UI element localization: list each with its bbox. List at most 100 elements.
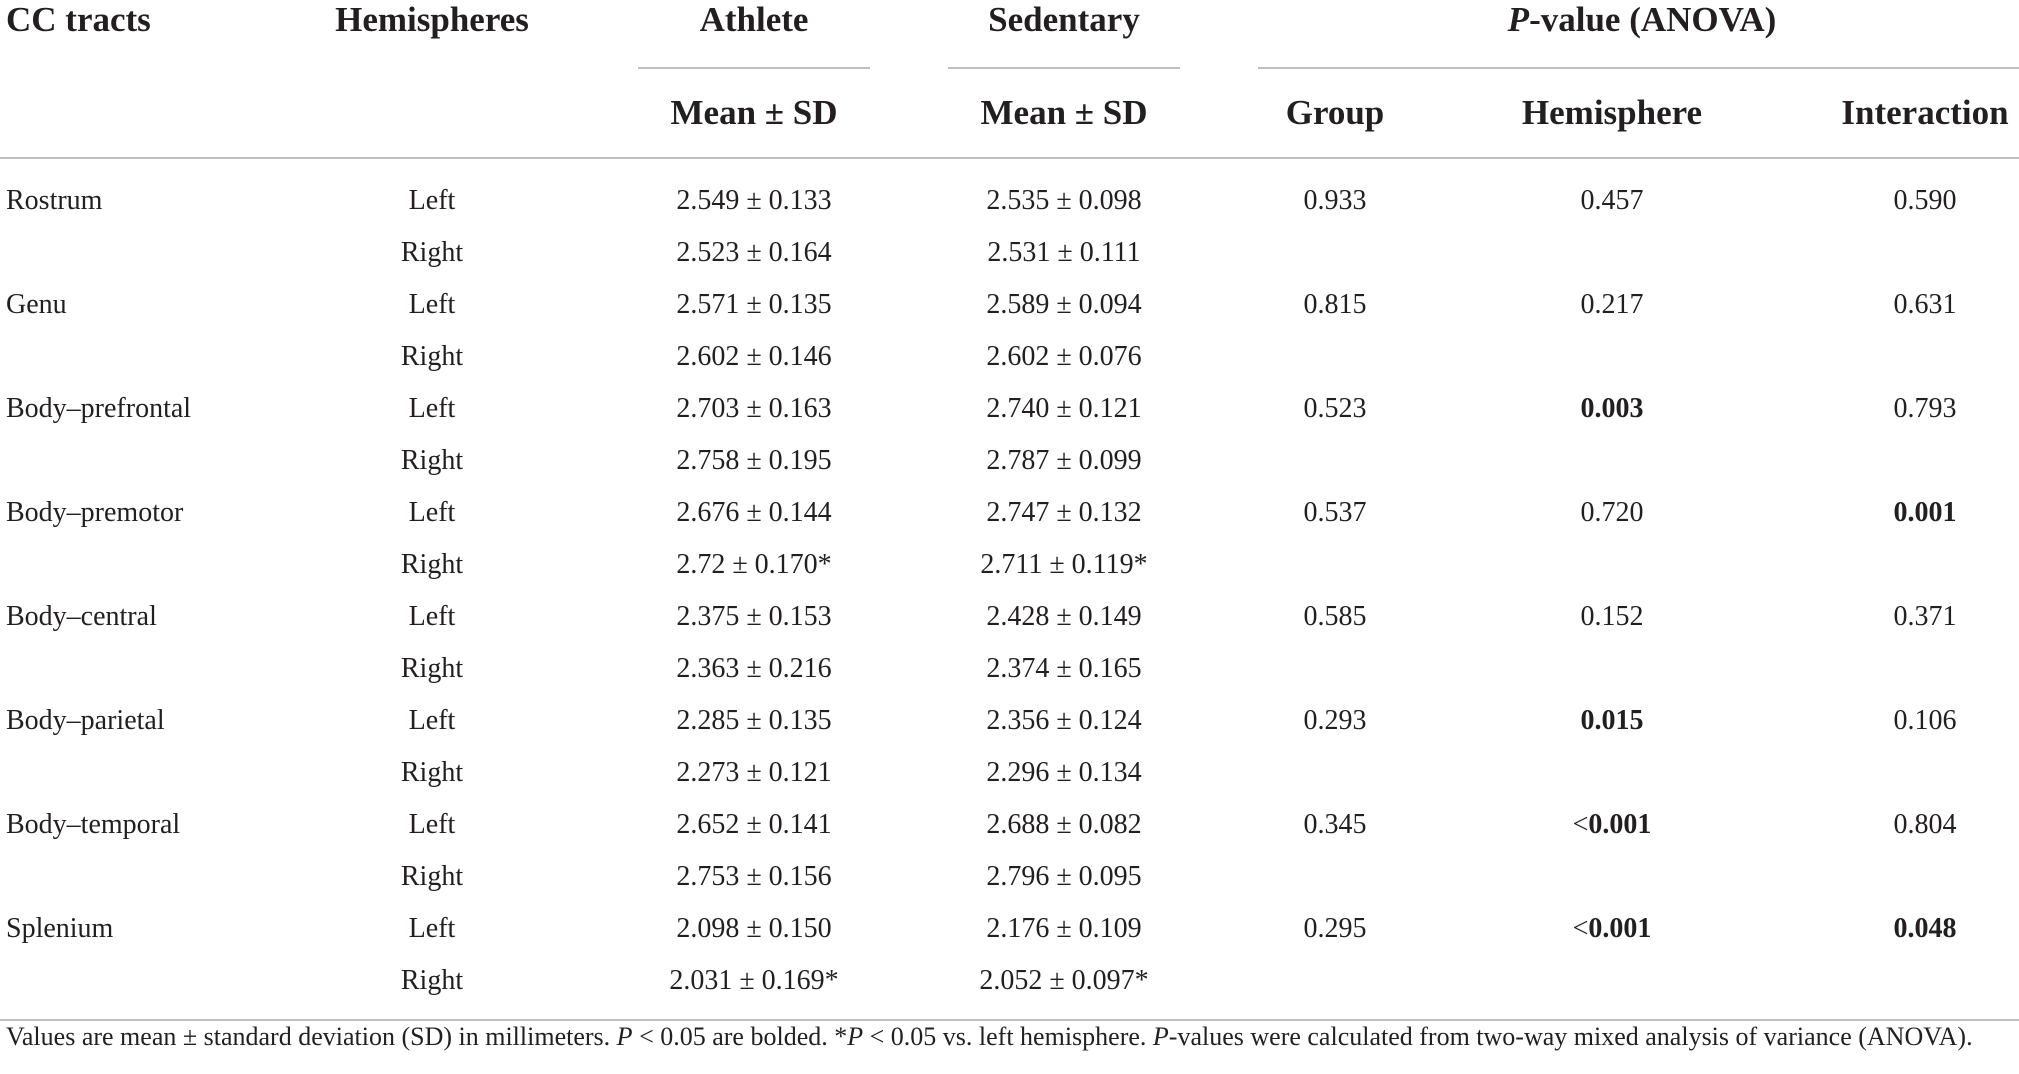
footnote-p-italic: P: [616, 1022, 633, 1051]
cell-p-group: 0.345: [1303, 809, 1367, 840]
cell-cc-tract: Genu: [6, 289, 67, 320]
header-athlete: Athlete: [699, 0, 809, 39]
footnote-part: -values were calculated from two-way mix…: [1168, 1022, 1973, 1051]
cell-p-hemisphere: 0.015: [1580, 705, 1644, 736]
header-athlete-mean-sd: Mean ± SD: [670, 93, 838, 132]
cell-athlete-mean-sd: 2.098 ± 0.150: [676, 913, 832, 944]
cell-hemisphere-side: Right: [400, 549, 464, 580]
cell-sedentary-mean-sd: 2.052 ± 0.097*: [979, 965, 1149, 996]
cell-p-group: 0.585: [1303, 601, 1367, 632]
header-hemisphere: Hemisphere: [1521, 93, 1703, 132]
header-bottom-rule: [0, 157, 2019, 159]
cell-hemisphere-side: Left: [408, 185, 456, 216]
cell-cc-tract: Body–premotor: [6, 497, 184, 528]
cell-sedentary-mean-sd: 2.602 ± 0.076: [986, 341, 1142, 372]
sedentary-group-rule: [948, 67, 1180, 69]
cell-hemisphere-side: Left: [408, 497, 456, 528]
cell-p-interaction: 0.793: [1893, 393, 1957, 424]
cell-hemisphere-side: Right: [400, 757, 464, 788]
cell-sedentary-mean-sd: 2.787 ± 0.099: [986, 445, 1142, 476]
cell-p-interaction: 0.001: [1893, 497, 1957, 528]
cell-sedentary-mean-sd: 2.176 ± 0.109: [986, 913, 1142, 944]
cell-athlete-mean-sd: 2.676 ± 0.144: [676, 497, 832, 528]
header-sedentary: Sedentary: [988, 0, 1140, 39]
cell-cc-tract: Body–prefrontal: [6, 393, 192, 424]
header-sedentary-mean-sd: Mean ± SD: [980, 93, 1148, 132]
cell-athlete-mean-sd: 2.652 ± 0.141: [676, 809, 832, 840]
cell-p-hemisphere: 0.720: [1580, 497, 1644, 528]
header-cc-tracts: CC tracts: [6, 0, 151, 39]
cell-athlete-mean-sd: 2.375 ± 0.153: [676, 601, 832, 632]
cell-sedentary-mean-sd: 2.535 ± 0.098: [986, 185, 1142, 216]
cell-p-group: 0.523: [1303, 393, 1367, 424]
cell-hemisphere-side: Right: [400, 341, 464, 372]
cell-athlete-mean-sd: 2.602 ± 0.146: [676, 341, 832, 372]
header-pvalue-anova: P-value (ANOVA): [1508, 0, 1777, 40]
table-bottom-rule: [0, 1019, 2019, 1021]
cell-hemisphere-side: Right: [400, 965, 464, 996]
cell-athlete-mean-sd: 2.753 ± 0.156: [676, 861, 832, 892]
cell-sedentary-mean-sd: 2.296 ± 0.134: [986, 757, 1142, 788]
cell-athlete-mean-sd: 2.72 ± 0.170*: [676, 549, 832, 580]
cell-p-hemisphere: 0.457: [1580, 185, 1644, 216]
cell-sedentary-mean-sd: 2.589 ± 0.094: [986, 289, 1142, 320]
footnote-p-italic: P: [847, 1022, 864, 1051]
cell-p-interaction: 0.804: [1893, 809, 1957, 840]
cell-hemisphere-side: Left: [408, 705, 456, 736]
cell-p-hemisphere: 0.003: [1580, 393, 1644, 424]
cell-sedentary-mean-sd: 2.356 ± 0.124: [986, 705, 1142, 736]
table-footnote: Values are mean ± standard deviation (SD…: [6, 1022, 1973, 1052]
cell-p-interaction: 0.048: [1893, 913, 1957, 944]
cell-athlete-mean-sd: 2.549 ± 0.133: [676, 185, 832, 216]
athlete-group-rule: [638, 67, 870, 69]
cell-p-interaction: 0.631: [1893, 289, 1957, 320]
cell-sedentary-mean-sd: 2.428 ± 0.149: [986, 601, 1142, 632]
cell-p-hemisphere: 0.217: [1580, 289, 1644, 320]
cell-p-group: 0.295: [1303, 913, 1367, 944]
cell-athlete-mean-sd: 2.571 ± 0.135: [676, 289, 832, 320]
header-pvalue-rest: -value (ANOVA): [1529, 0, 1777, 39]
cell-athlete-mean-sd: 2.273 ± 0.121: [676, 757, 832, 788]
cell-cc-tract: Rostrum: [6, 185, 103, 216]
header-pvalue-p: P: [1507, 0, 1530, 39]
pvalue-group-rule: [1258, 67, 2019, 69]
cell-sedentary-mean-sd: 2.711 ± 0.119*: [980, 549, 1148, 580]
cell-cc-tract: Body–parietal: [6, 705, 165, 736]
cell-p-group: 0.933: [1303, 185, 1367, 216]
cell-athlete-mean-sd: 2.285 ± 0.135: [676, 705, 832, 736]
cell-p-group: 0.815: [1303, 289, 1367, 320]
cell-hemisphere-side: Left: [408, 809, 456, 840]
cell-hemisphere-side: Left: [408, 393, 456, 424]
cell-p-group: 0.537: [1303, 497, 1367, 528]
cell-athlete-mean-sd: 2.363 ± 0.216: [676, 653, 832, 684]
cell-hemisphere-side: Right: [400, 861, 464, 892]
cell-p-hemisphere: <0.001: [1572, 913, 1652, 944]
cell-hemisphere-side: Left: [408, 913, 456, 944]
cell-hemisphere-side: Right: [400, 237, 464, 268]
cell-sedentary-mean-sd: 2.740 ± 0.121: [986, 393, 1142, 424]
cell-sedentary-mean-sd: 2.531 ± 0.111: [987, 237, 1141, 268]
footnote-p-italic: P: [1152, 1022, 1169, 1051]
cell-hemisphere-side: Right: [400, 653, 464, 684]
cell-cc-tract: Body–central: [6, 601, 157, 632]
cell-p-hemisphere: <0.001: [1572, 809, 1652, 840]
cell-p-interaction: 0.371: [1893, 601, 1957, 632]
cell-sedentary-mean-sd: 2.688 ± 0.082: [986, 809, 1142, 840]
footnote-part: Values are mean ± standard deviation (SD…: [6, 1022, 617, 1051]
header-hemispheres: Hemispheres: [335, 0, 529, 39]
cell-athlete-mean-sd: 2.523 ± 0.164: [676, 237, 832, 268]
cell-athlete-mean-sd: 2.031 ± 0.169*: [669, 965, 839, 996]
cell-p-hemisphere: 0.152: [1580, 601, 1644, 632]
cell-p-group: 0.293: [1303, 705, 1367, 736]
header-interaction: Interaction: [1841, 93, 2009, 132]
cell-sedentary-mean-sd: 2.747 ± 0.132: [986, 497, 1142, 528]
cell-hemisphere-side: Left: [408, 289, 456, 320]
cell-p-interaction: 0.590: [1893, 185, 1957, 216]
footnote-part: < 0.05 vs. left hemisphere.: [863, 1022, 1153, 1051]
cell-sedentary-mean-sd: 2.796 ± 0.095: [986, 861, 1142, 892]
footnote-part: < 0.05 are bolded. *: [632, 1022, 848, 1051]
cell-cc-tract: Splenium: [6, 913, 114, 944]
cell-p-interaction: 0.106: [1893, 705, 1957, 736]
cell-hemisphere-side: Left: [408, 601, 456, 632]
